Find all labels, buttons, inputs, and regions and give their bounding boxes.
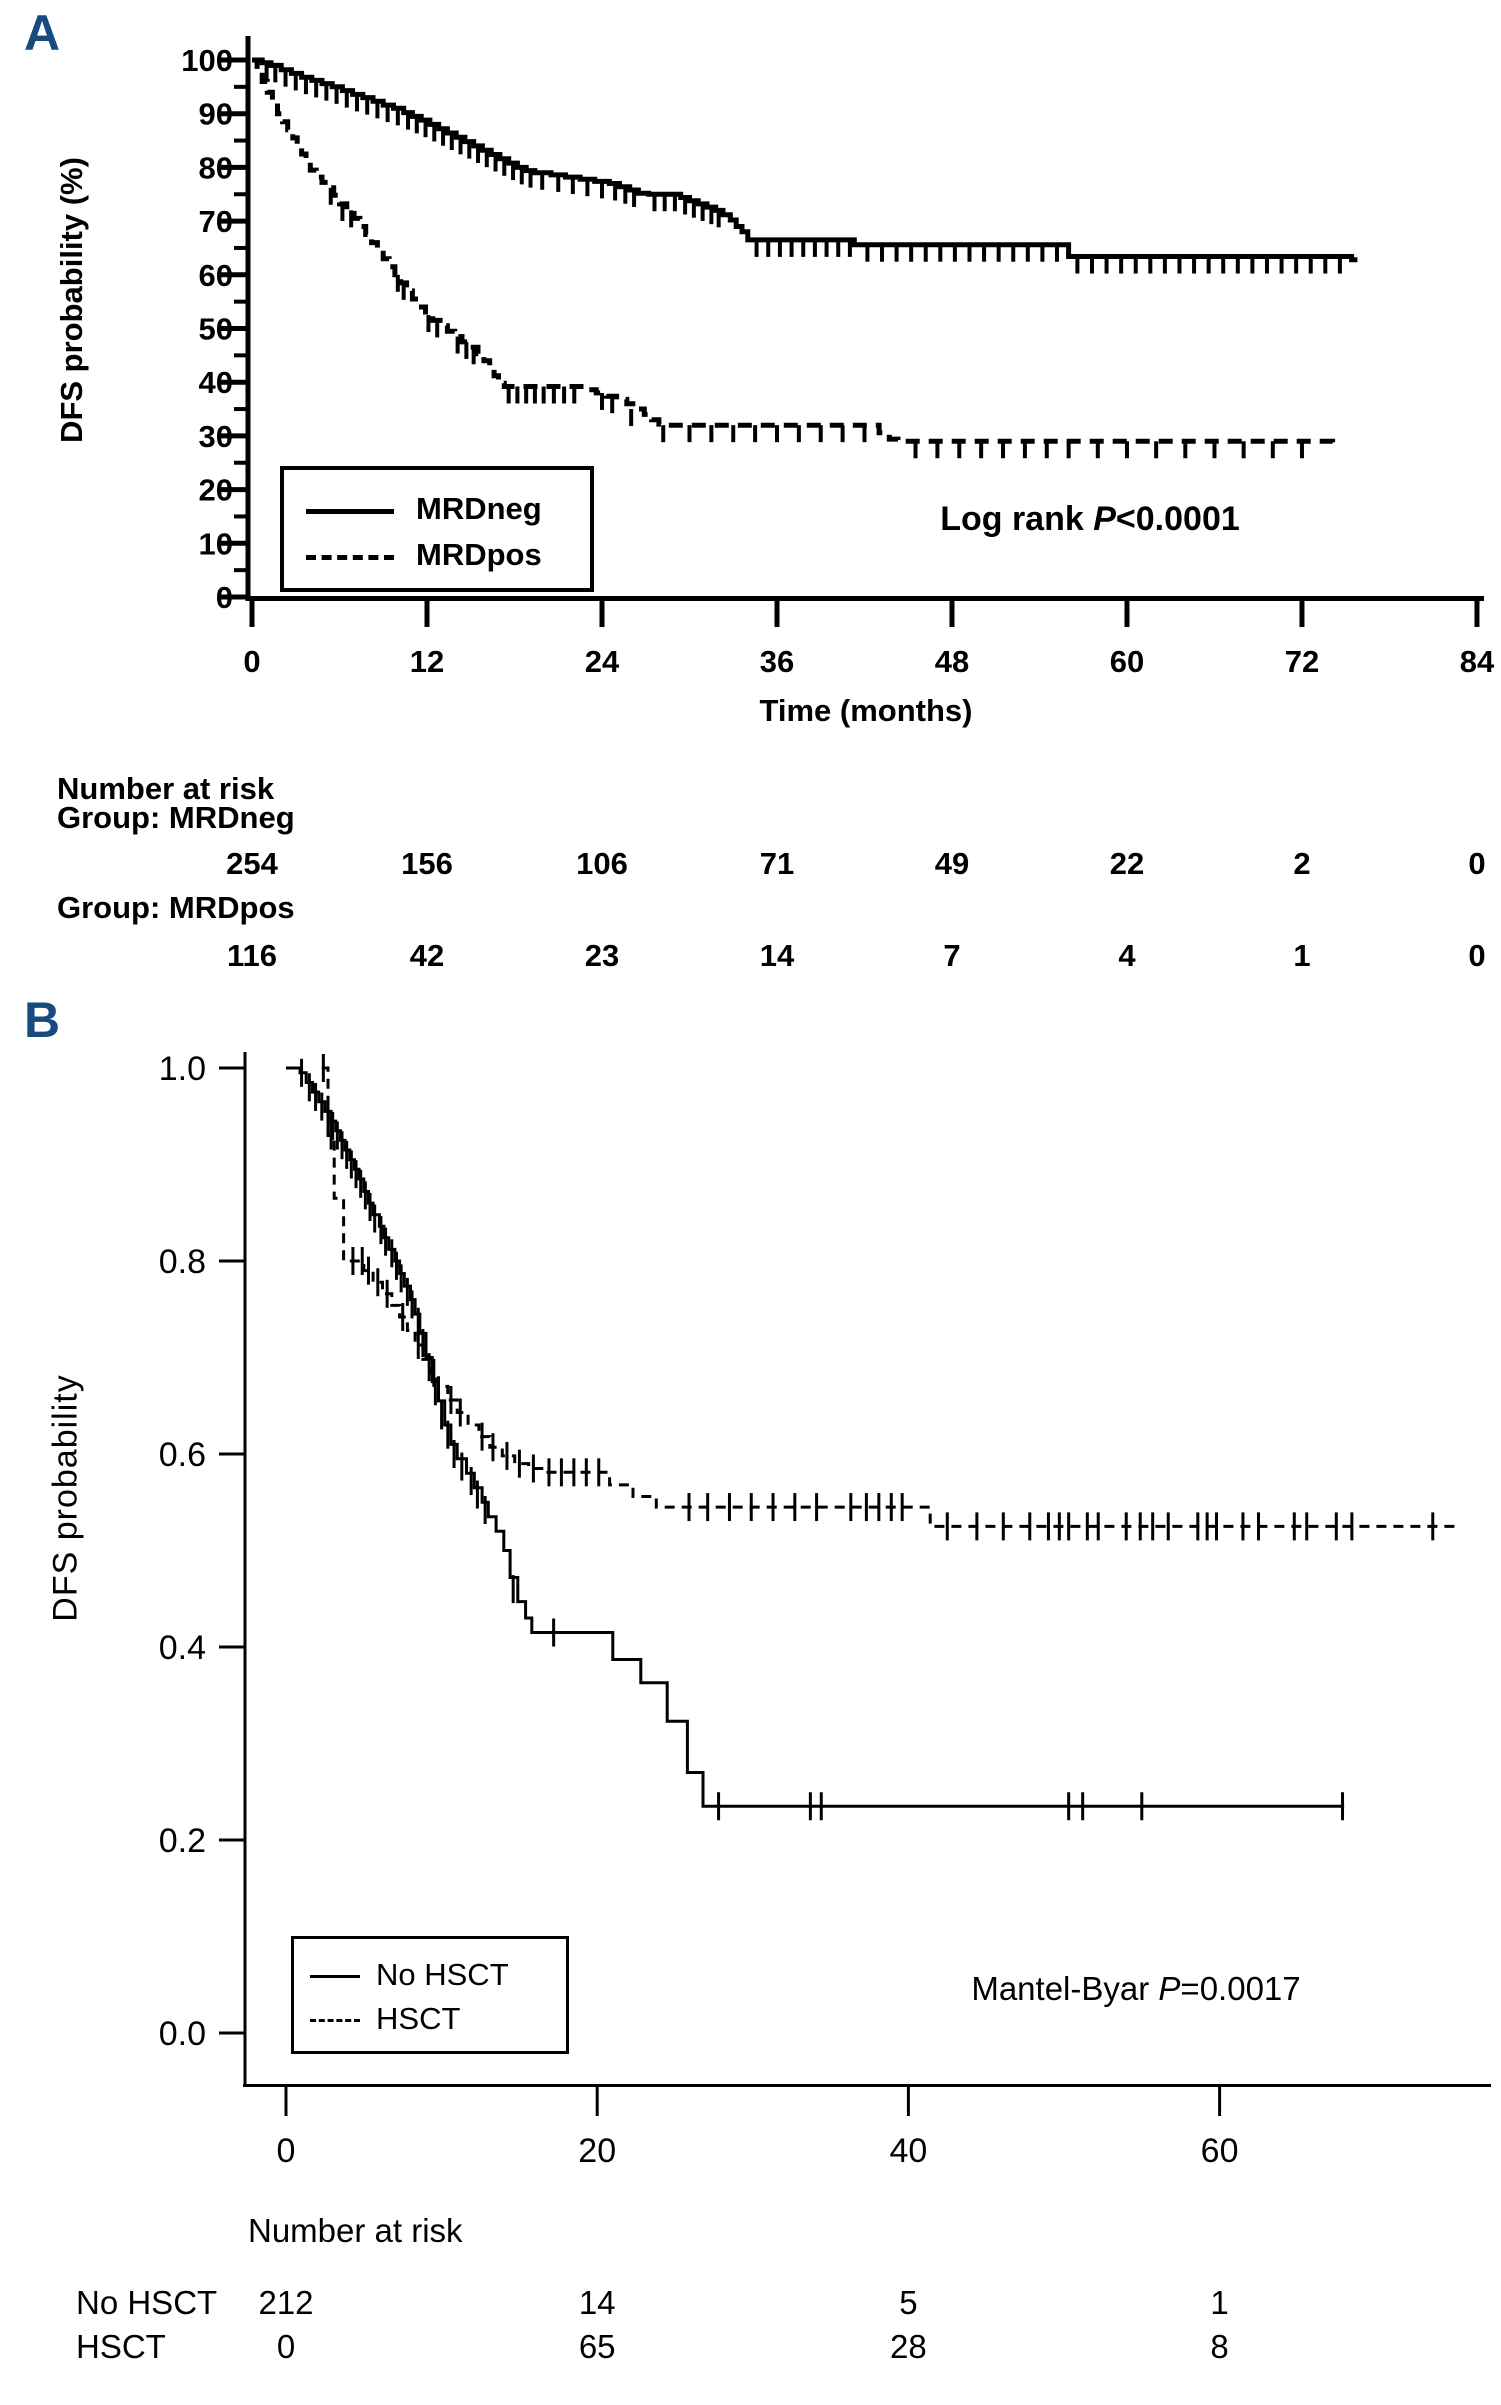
panel-a-risk-row2-label: Group: MRDpos	[57, 890, 295, 925]
risk-value: 5	[899, 2284, 918, 2321]
panel-b-legend: No HSCT HSCT	[291, 1936, 569, 2054]
dashed-line-sample	[310, 2019, 360, 2022]
stat-value: =0.0017	[1180, 1970, 1301, 2007]
panel-a-legend: MRDneg MRDpos	[280, 466, 594, 592]
y-tick-label: 70	[199, 204, 233, 239]
y-tick-label: 40	[199, 365, 233, 400]
stat-value: <0.0001	[1115, 500, 1240, 538]
legend-label-mrdneg: MRDneg	[416, 491, 542, 526]
y-tick-label: 0	[216, 580, 233, 615]
risk-value: 2	[1293, 846, 1311, 881]
x-tick-label: 20	[578, 2132, 616, 2170]
risk-value: 156	[401, 846, 453, 881]
panel-b-risk-header: Number at risk	[248, 2212, 463, 2249]
risk-value: 254	[226, 846, 278, 881]
stat-prefix: Mantel-Byar	[971, 1970, 1159, 2007]
panel-a-x-axis-title: Time (months)	[759, 693, 973, 728]
stat-p-symbol: P	[1093, 500, 1116, 538]
risk-value: 116	[226, 938, 277, 973]
risk-value: 0	[276, 2328, 296, 2365]
panel-b-label: B	[24, 992, 61, 1048]
risk-value: 8	[1210, 2328, 1229, 2365]
km-curve-no-hsct	[286, 1066, 1345, 1808]
km-curve-mrdneg	[252, 57, 1358, 263]
x-tick-label: 24	[585, 644, 620, 679]
panel-b-plot: 0.0 0.2 0.4 0.6 0.8 1.0 0 20 40 60	[0, 990, 1501, 2405]
dashed-line-sample	[306, 555, 394, 560]
y-tick-label: 1.0	[159, 1050, 206, 1088]
panel-a-label: A	[24, 5, 61, 61]
km-plot-svg-panel-a: 0 10 20 30 40 50 60 70 80 90 100 0 12 24 36 48 60 72 84	[181, 36, 1495, 679]
km-curve-hsct	[321, 1066, 1461, 1528]
y-tick-label: 0.4	[159, 1629, 206, 1667]
x-tick-label: 84	[1460, 644, 1495, 679]
risk-value: 14	[578, 2284, 616, 2321]
panel-b-risk-row1-label: No HSCT	[76, 2284, 218, 2321]
risk-value: 65	[578, 2328, 616, 2365]
x-tick-label: 0	[243, 644, 260, 679]
risk-value: 1	[1293, 938, 1311, 973]
y-tick-label: 50	[199, 312, 233, 347]
x-tick-label: 0	[277, 2132, 296, 2170]
y-tick-label: 80	[199, 150, 233, 185]
risk-value: 28	[890, 2328, 927, 2365]
legend-label-no-hsct: No HSCT	[376, 1957, 509, 1992]
panel-a-stat-text: Log rank P<0.0001	[860, 500, 1320, 539]
risk-value: 0	[1468, 846, 1486, 881]
km-plot-svg-panel-b: 0.0 0.2 0.4 0.6 0.8 1.0 0 20 40 60	[159, 1050, 1491, 2170]
legend-label-hsct: HSCT	[376, 2001, 461, 2036]
x-tick-label: 60	[1201, 2132, 1239, 2170]
y-tick-label: 10	[199, 526, 233, 561]
y-tick-label: 0.6	[159, 1436, 206, 1474]
risk-value: 4	[1118, 938, 1136, 973]
risk-value: 106	[576, 846, 628, 881]
x-tick-label: 60	[1110, 644, 1144, 679]
y-tick-label: 20	[199, 473, 233, 508]
y-tick-label: 90	[199, 97, 233, 132]
risk-value: 22	[1109, 846, 1145, 881]
panel-b-risk-row2-label: HSCT	[76, 2328, 166, 2365]
y-tick-label: 30	[199, 419, 233, 454]
y-tick-label: 60	[199, 258, 233, 293]
legend-label-mrdpos: MRDpos	[416, 537, 542, 572]
y-tick-label: 0.0	[159, 2015, 206, 2053]
risk-value: 14	[759, 938, 795, 973]
km-curve-mrdpos	[252, 57, 1339, 447]
y-tick-label: 0.2	[159, 1822, 206, 1860]
x-tick-label: 48	[935, 644, 969, 679]
solid-line-sample	[310, 1975, 360, 1978]
stat-p-symbol: P	[1158, 1970, 1181, 2007]
panel-a-risk-row1-label: Group: MRDneg	[57, 800, 295, 835]
risk-value: 0	[1468, 938, 1486, 973]
y-tick-label: 0.8	[159, 1243, 206, 1281]
x-tick-label: 36	[760, 644, 794, 679]
x-tick-label: 72	[1285, 644, 1319, 679]
risk-value: 7	[943, 938, 961, 973]
x-tick-label: 40	[889, 2132, 927, 2170]
panel-a-risk-header: Number at risk	[57, 771, 275, 806]
panel-b-stat-text: Mantel-Byar P=0.0017	[906, 1970, 1366, 2008]
risk-value: 1	[1210, 2284, 1229, 2321]
risk-value: 23	[584, 938, 620, 973]
stat-prefix: Log rank	[940, 500, 1094, 538]
risk-value: 71	[759, 846, 795, 881]
risk-value: 42	[409, 938, 445, 973]
panel-a-plot: 0 10 20 30 40 50 60 70 80 90 100 0 12 24 36 48 60 72 84	[0, 0, 1501, 990]
solid-line-sample	[306, 509, 394, 514]
y-tick-label: 100	[181, 43, 233, 78]
x-tick-label: 12	[410, 644, 444, 679]
risk-value: 49	[934, 846, 970, 881]
risk-value: 212	[258, 2284, 314, 2321]
